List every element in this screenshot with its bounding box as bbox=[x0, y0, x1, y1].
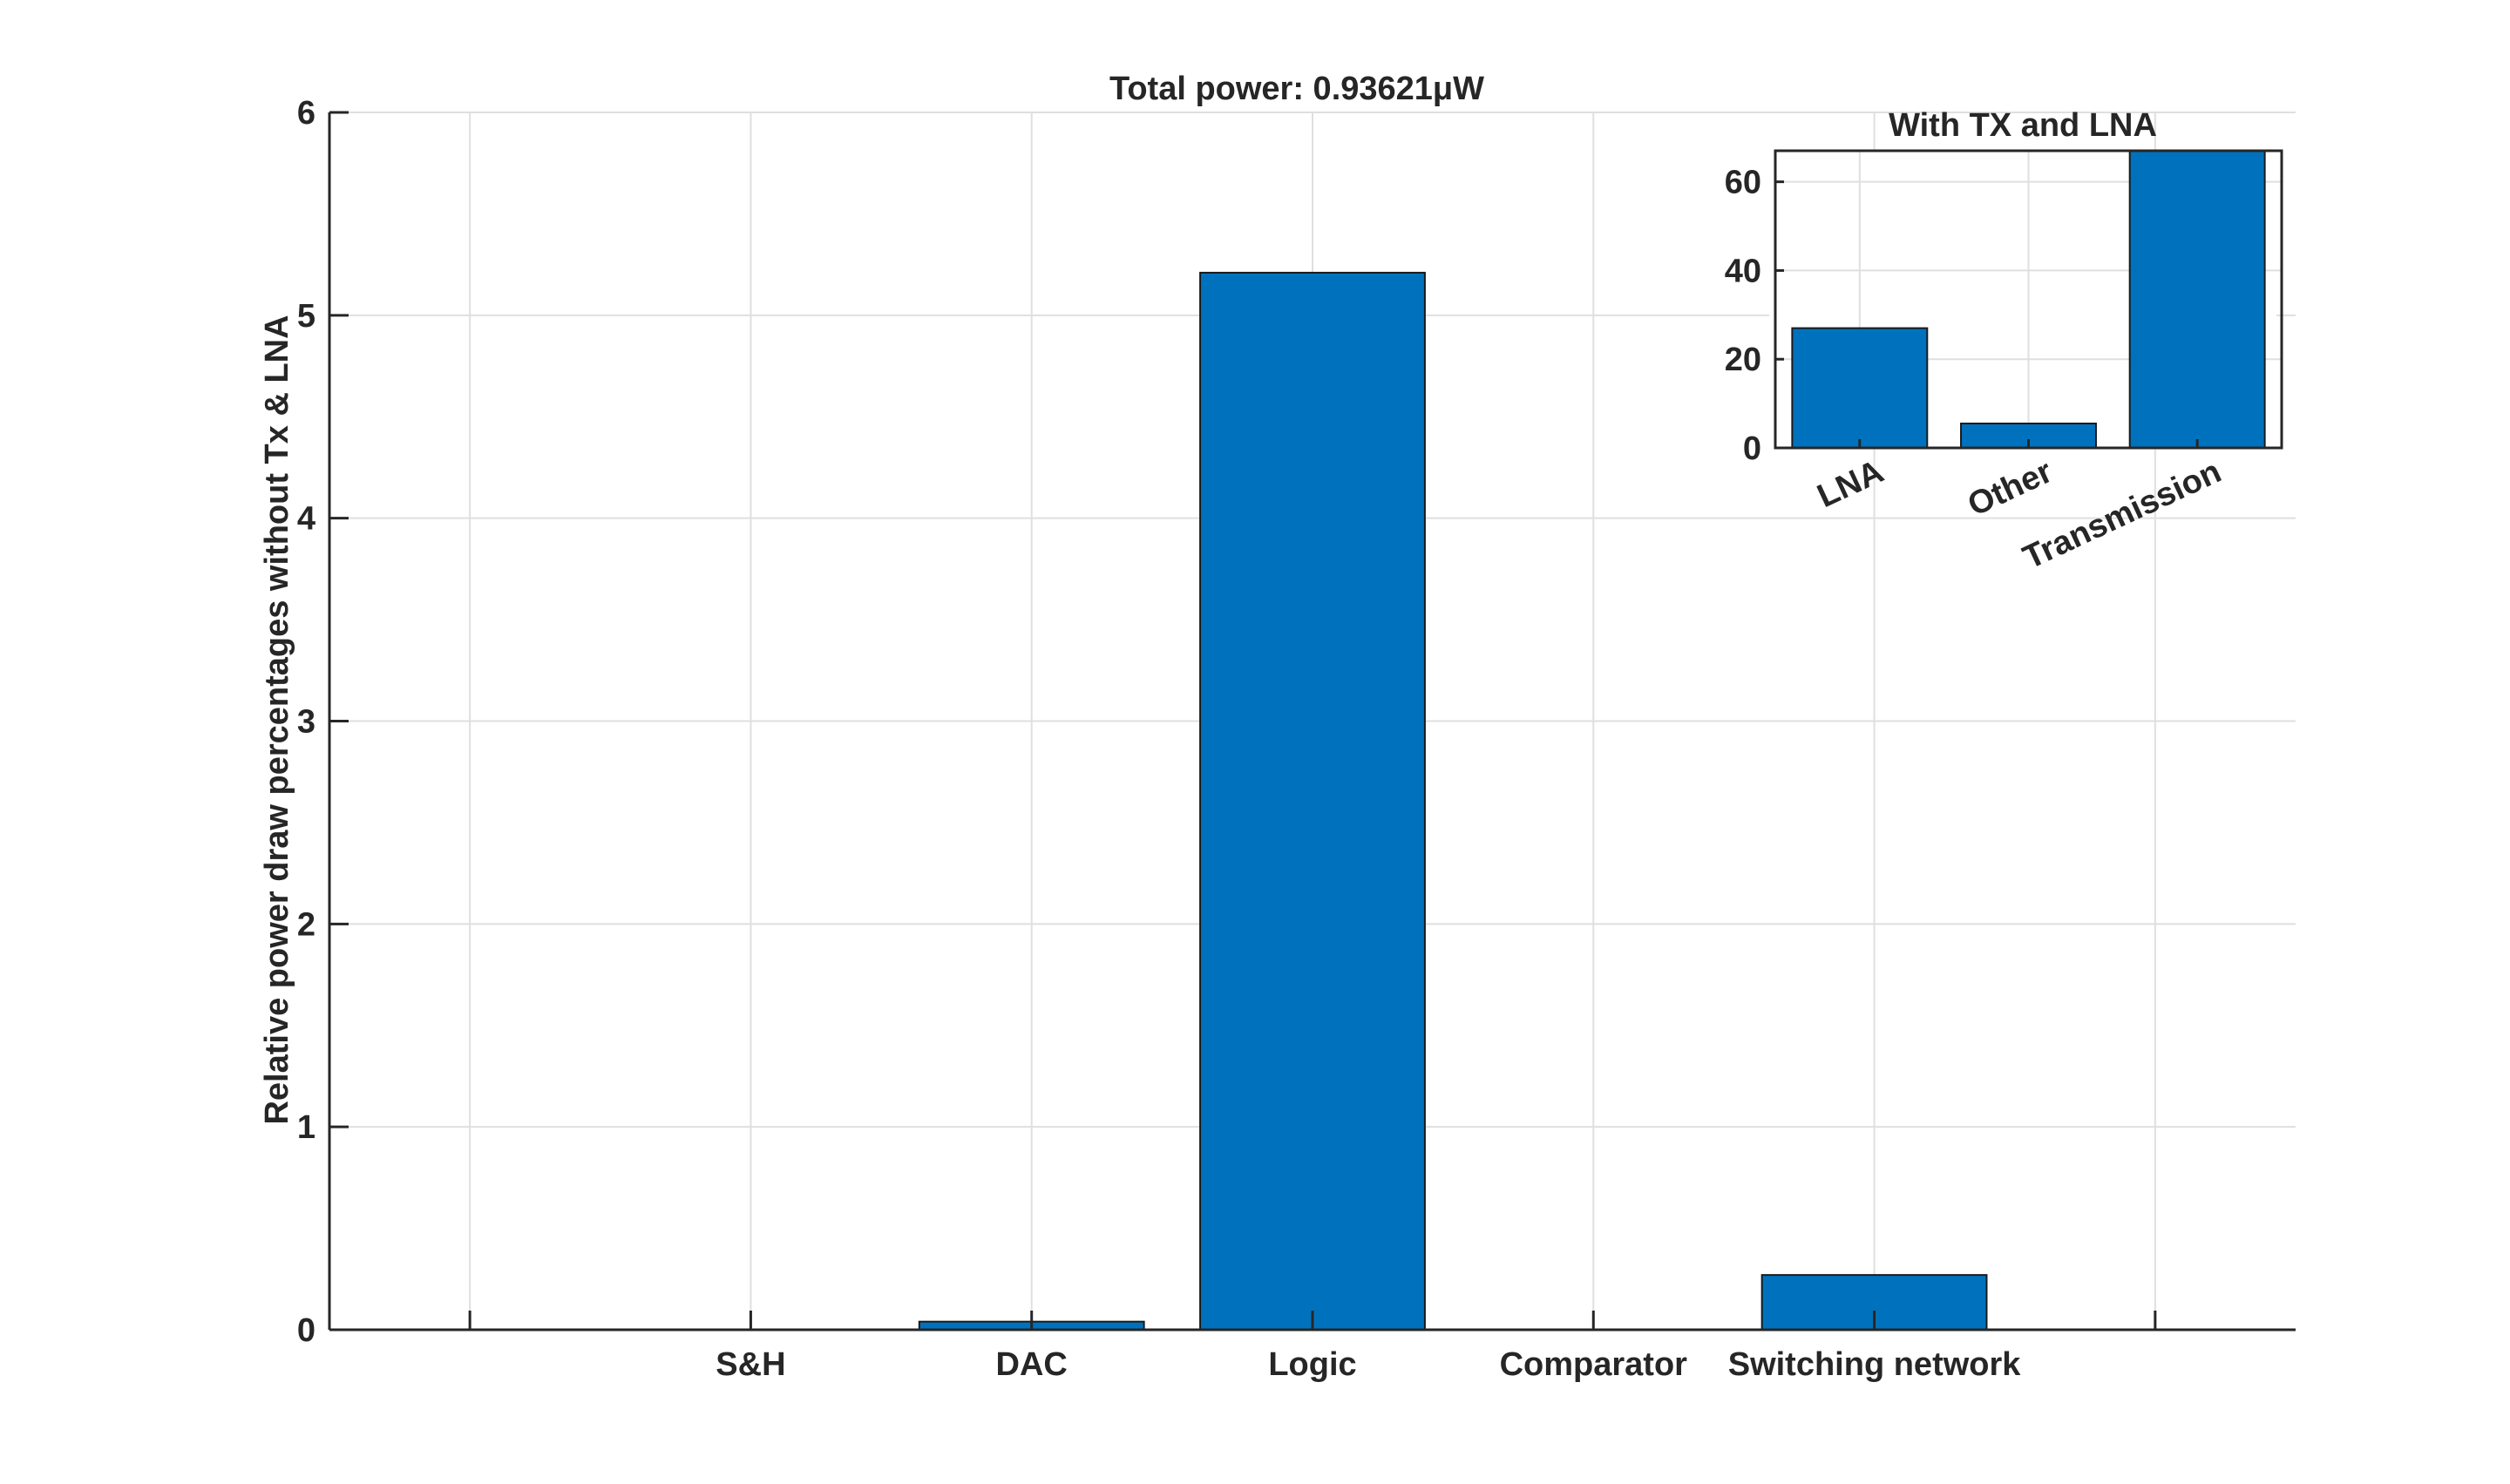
main-chart-title: Total power: 0.93621μW bbox=[1109, 71, 1484, 107]
main-x-tick-label-dac: DAC bbox=[996, 1346, 1068, 1383]
main-x-tick-labels: S&H DAC Logic Comparator Switching network bbox=[716, 1346, 2021, 1383]
inset-y-tick-label-20: 20 bbox=[1725, 342, 1761, 378]
main-axes bbox=[328, 111, 2296, 1332]
inset-y-tick-label-40: 40 bbox=[1725, 253, 1761, 289]
inset-bar-transmission bbox=[2128, 150, 2266, 449]
inset-y-tick-label-60: 60 bbox=[1725, 165, 1761, 201]
main-y-tick-label-5: 5 bbox=[297, 298, 315, 335]
main-y-tick-label-0: 0 bbox=[297, 1312, 315, 1349]
main-y-tick-label-1: 1 bbox=[297, 1109, 315, 1146]
main-x-tick-label-logic: Logic bbox=[1268, 1346, 1356, 1383]
main-x-tick-label-switching-network: Switching network bbox=[1728, 1346, 2022, 1383]
inset-y-tick-label-0: 0 bbox=[1743, 430, 1761, 467]
inset-y-tick-labels: 0 20 40 60 bbox=[1725, 165, 1761, 467]
main-y-tick-labels: 0 1 2 3 4 5 6 bbox=[297, 95, 315, 1349]
main-y-tick-label-3: 3 bbox=[297, 704, 315, 741]
main-y-axis-label: Relative power draw percentages without … bbox=[259, 315, 295, 1124]
inset-axes bbox=[1774, 149, 2283, 450]
main-x-tick-label-s-h: S&H bbox=[716, 1346, 785, 1383]
main-y-tick-label-6: 6 bbox=[297, 95, 315, 132]
inset-chart-title: With TX and LNA bbox=[1889, 107, 2157, 144]
inset-bars bbox=[1791, 150, 2266, 450]
main-x-tick-label-comparator: Comparator bbox=[1500, 1346, 1688, 1383]
main-y-tick-label-4: 4 bbox=[297, 501, 315, 538]
main-chart: 0 1 2 3 4 5 6 S&H DAC Logic Comparator Switching n… bbox=[259, 71, 2296, 1383]
main-bar-logic bbox=[1199, 271, 1426, 1331]
main-y-tick-label-2: 2 bbox=[297, 906, 315, 943]
inset-bar-lna bbox=[1791, 327, 1929, 449]
